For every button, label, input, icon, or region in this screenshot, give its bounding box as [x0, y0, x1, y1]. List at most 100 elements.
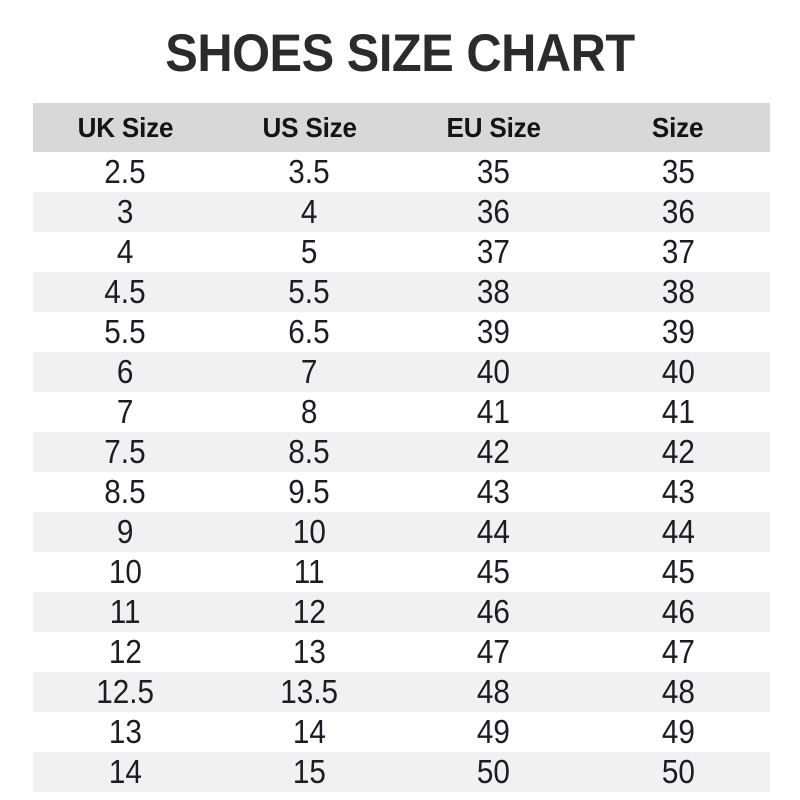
table-cell: 45	[586, 552, 770, 592]
table-cell-value: 50	[661, 753, 695, 790]
table-cell-value: 43	[661, 473, 695, 510]
table-cell-value: 47	[477, 633, 511, 670]
table-cell-value: 7	[116, 393, 134, 430]
table-cell-value: 3.5	[288, 153, 331, 190]
table-cell-value: 36	[477, 193, 511, 230]
table-cell-value: 45	[661, 553, 695, 590]
table-cell-value: 41	[477, 393, 511, 430]
table-cell-value: 11	[109, 593, 141, 630]
table-cell-value: 4	[301, 193, 318, 230]
table-cell-value: 12	[292, 593, 326, 630]
page-title: SHOES SIZE CHART	[165, 24, 635, 83]
table-cell-value: 36	[661, 193, 695, 230]
table-cell: 9.5	[217, 472, 401, 512]
table-cell: 48	[402, 672, 586, 712]
column-header-eu-size: EU Size	[402, 103, 586, 152]
table-cell-value: 5	[301, 233, 318, 270]
table-cell: 46	[402, 592, 586, 632]
column-header-uk-size: UK Size	[33, 103, 217, 152]
table-cell: 10	[217, 512, 401, 552]
table-cell: 43	[402, 472, 586, 512]
table-cell: 7	[33, 392, 217, 432]
table-cell: 38	[402, 272, 586, 312]
table-cell: 44	[586, 512, 770, 552]
table-cell: 37	[402, 232, 586, 272]
table-cell-value: 3	[116, 193, 134, 230]
table-cell: 7.5	[33, 432, 217, 472]
table-cell-value: 7	[301, 353, 318, 390]
table-cell: 12	[33, 632, 217, 672]
table-cell: 42	[402, 432, 586, 472]
table-cell-value: 9	[116, 513, 134, 550]
table-cell: 35	[586, 152, 770, 192]
table-cell-value: 41	[661, 393, 695, 430]
table-cell: 13	[33, 712, 217, 752]
table-cell-value: 14	[108, 753, 142, 790]
table-cell-value: 8.5	[288, 433, 331, 470]
table-cell: 50	[402, 752, 586, 792]
table-cell: 15	[217, 752, 401, 792]
table-cell: 5.5	[217, 272, 401, 312]
column-header-us-size: US Size	[217, 103, 401, 152]
table-cell: 48	[586, 672, 770, 712]
table-cell-value: 37	[477, 233, 511, 270]
table-cell: 3	[33, 192, 217, 232]
table-row: 2.5 3.5 35 35	[33, 152, 770, 192]
table-row: 7 8 41 41	[33, 392, 770, 432]
table-row: 10 11 45 45	[33, 552, 770, 592]
shoe-size-table: UK Size US Size EU Size Size 2.5 3.5 35 35 3…	[33, 103, 770, 792]
table-cell-value: 38	[477, 273, 511, 310]
table-cell: 50	[586, 752, 770, 792]
table-cell: 14	[33, 752, 217, 792]
table-cell: 47	[402, 632, 586, 672]
table-cell-value: 40	[661, 353, 695, 390]
column-header-label: US Size	[262, 112, 357, 143]
table-body: 2.5 3.5 35 35 3 4 36 36 4 5 37 37 4.5 5.5 38 38 5.5 6.5 39…	[33, 152, 770, 792]
table-cell-value: 48	[477, 673, 511, 710]
table-cell-value: 35	[477, 153, 511, 190]
table-cell: 8.5	[217, 432, 401, 472]
table-row: 12 13 47 47	[33, 632, 770, 672]
table-cell: 39	[586, 312, 770, 352]
table-row: 12.5 13.5 48 48	[33, 672, 770, 712]
column-header-label: Size	[652, 112, 704, 143]
table-cell-value: 38	[661, 273, 695, 310]
table-cell-value: 12	[108, 633, 142, 670]
table-row: 14 15 50 50	[33, 752, 770, 792]
table-cell: 3.5	[217, 152, 401, 192]
table-cell: 49	[402, 712, 586, 752]
table-cell-value: 12.5	[96, 673, 155, 710]
table-cell: 45	[402, 552, 586, 592]
table-row: 11 12 46 46	[33, 592, 770, 632]
table-cell-value: 5.5	[288, 273, 331, 310]
table-cell-value: 44	[477, 513, 511, 550]
table-cell: 8	[217, 392, 401, 432]
table-row: 5.5 6.5 39 39	[33, 312, 770, 352]
table-header-row: UK Size US Size EU Size Size	[33, 103, 770, 152]
table-cell: 41	[402, 392, 586, 432]
table-cell: 10	[33, 552, 217, 592]
table-cell: 49	[586, 712, 770, 752]
table-cell: 11	[217, 552, 401, 592]
table-row: 13 14 49 49	[33, 712, 770, 752]
table-cell-value: 4.5	[104, 273, 146, 310]
table-cell-value: 49	[661, 713, 695, 750]
table-cell: 36	[402, 192, 586, 232]
table-row: 3 4 36 36	[33, 192, 770, 232]
table-cell-value: 50	[477, 753, 511, 790]
table-cell-value: 2.5	[104, 153, 146, 190]
table-cell-value: 35	[661, 153, 695, 190]
table-cell: 14	[217, 712, 401, 752]
table-cell-value: 45	[477, 553, 511, 590]
table-cell: 4.5	[33, 272, 217, 312]
table-cell-value: 6	[116, 353, 134, 390]
table-cell: 2.5	[33, 152, 217, 192]
table-row: 7.5 8.5 42 42	[33, 432, 770, 472]
table-cell-value: 13	[292, 633, 326, 670]
table-cell-value: 47	[661, 633, 695, 670]
table-cell-value: 10	[108, 553, 142, 590]
table-cell-value: 9.5	[288, 473, 331, 510]
table-row: 4.5 5.5 38 38	[33, 272, 770, 312]
table-cell: 38	[586, 272, 770, 312]
